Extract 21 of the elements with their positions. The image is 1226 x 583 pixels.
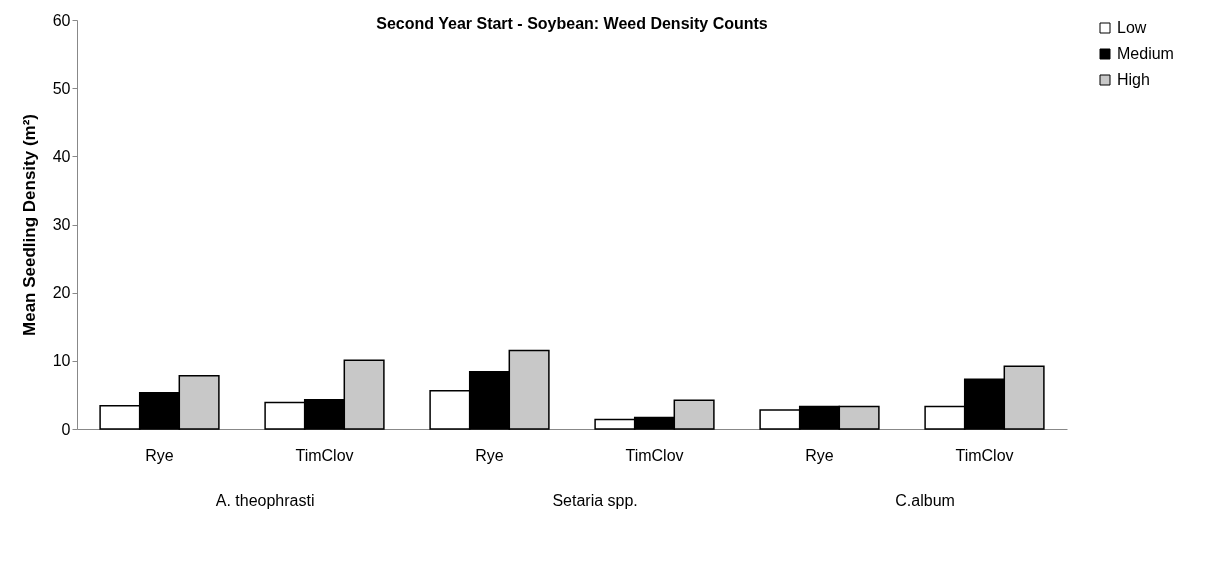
y-axis-title: Mean Seedling Density (m²) xyxy=(19,114,39,336)
y-tick-label: 30 xyxy=(52,216,71,233)
x-tick-label: TimClov xyxy=(295,446,354,464)
x-tick-label: TimClov xyxy=(625,446,684,464)
y-tick-label: 10 xyxy=(52,352,71,370)
text: C.album xyxy=(895,492,955,509)
x-tick-label: Rye xyxy=(475,446,504,464)
y-tick-label: 60 xyxy=(52,11,71,29)
legend-label: Low xyxy=(1117,19,1147,36)
y-tick-label: 0 xyxy=(61,420,71,438)
text: A. theophrasti xyxy=(215,492,315,509)
text: Setaria spp. xyxy=(552,492,638,509)
x-tick-label: Rye xyxy=(145,446,174,464)
y-tick-label: 50 xyxy=(52,79,71,97)
y-tick-label: 20 xyxy=(52,284,71,302)
x-tick-label: Rye xyxy=(805,446,834,464)
x-tick-label: TimClov xyxy=(955,446,1014,464)
chart-title: Second Year Start - Soybean: Weed Density Counts xyxy=(376,15,768,32)
legend-label: Medium xyxy=(1117,45,1174,62)
legend-label: High xyxy=(1117,71,1150,88)
y-tick-label: 40 xyxy=(52,147,71,165)
